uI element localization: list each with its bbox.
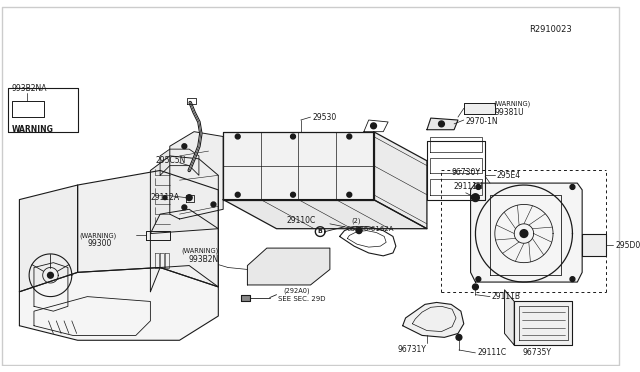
Circle shape [472,194,479,202]
Circle shape [570,277,575,282]
Text: 295C5N: 295C5N [156,156,186,165]
Circle shape [182,144,187,149]
Text: (WARNING): (WARNING) [79,232,117,239]
Circle shape [438,121,444,127]
Polygon shape [223,200,427,229]
Text: 29111H: 29111H [453,183,483,192]
Text: 29111C: 29111C [477,349,506,357]
Polygon shape [582,234,607,256]
Text: WARNING: WARNING [12,125,54,134]
Polygon shape [403,302,464,337]
Polygon shape [150,209,218,292]
Polygon shape [170,132,223,219]
Text: (WARNING): (WARNING) [181,248,218,254]
Circle shape [47,272,53,278]
Text: 96731Y: 96731Y [398,346,427,355]
Circle shape [236,192,240,197]
Polygon shape [241,295,250,301]
Circle shape [356,228,362,234]
Polygon shape [223,132,374,200]
Circle shape [570,185,575,189]
Circle shape [236,134,240,139]
Polygon shape [19,267,218,340]
Text: 2970-1N: 2970-1N [466,118,499,126]
Circle shape [456,334,462,340]
Circle shape [520,230,528,237]
Polygon shape [427,118,458,130]
Text: 29110C: 29110C [286,217,316,225]
Text: 96730Y: 96730Y [451,168,480,177]
Circle shape [211,202,216,207]
Text: B: B [317,229,323,234]
Polygon shape [248,248,330,285]
Circle shape [347,134,352,139]
Text: 08566-6162A: 08566-6162A [346,226,394,232]
Polygon shape [374,132,427,229]
Text: 993B2N: 993B2N [188,255,218,264]
Circle shape [476,277,481,282]
Polygon shape [145,231,170,240]
Circle shape [182,205,187,210]
Text: (292A0): (292A0) [284,288,310,294]
Text: 29530: 29530 [312,113,337,122]
Circle shape [476,185,481,189]
Circle shape [472,284,478,290]
Text: 99300: 99300 [87,239,112,248]
Text: (WARNING): (WARNING) [493,100,530,107]
Circle shape [347,192,352,197]
Polygon shape [77,170,218,287]
Text: 295D0: 295D0 [615,241,640,250]
Polygon shape [150,156,218,234]
Text: 29111B: 29111B [492,292,521,301]
Circle shape [186,195,192,201]
Polygon shape [470,183,582,282]
Text: 99381U: 99381U [495,108,524,117]
Polygon shape [504,290,515,345]
Circle shape [163,196,167,200]
Text: SEE SEC. 29D: SEE SEC. 29D [278,295,326,302]
Text: 993B2NA: 993B2NA [12,84,47,93]
Polygon shape [515,301,572,345]
Circle shape [291,192,296,197]
Text: R2910023: R2910023 [529,25,572,34]
Text: (2): (2) [351,218,361,224]
Circle shape [291,134,296,139]
Text: 96735Y: 96735Y [522,349,551,357]
Text: 29112A: 29112A [150,193,179,202]
Text: 295E4: 295E4 [497,171,521,180]
Polygon shape [464,103,495,114]
Circle shape [371,123,376,129]
Polygon shape [19,185,77,292]
Polygon shape [160,149,199,175]
